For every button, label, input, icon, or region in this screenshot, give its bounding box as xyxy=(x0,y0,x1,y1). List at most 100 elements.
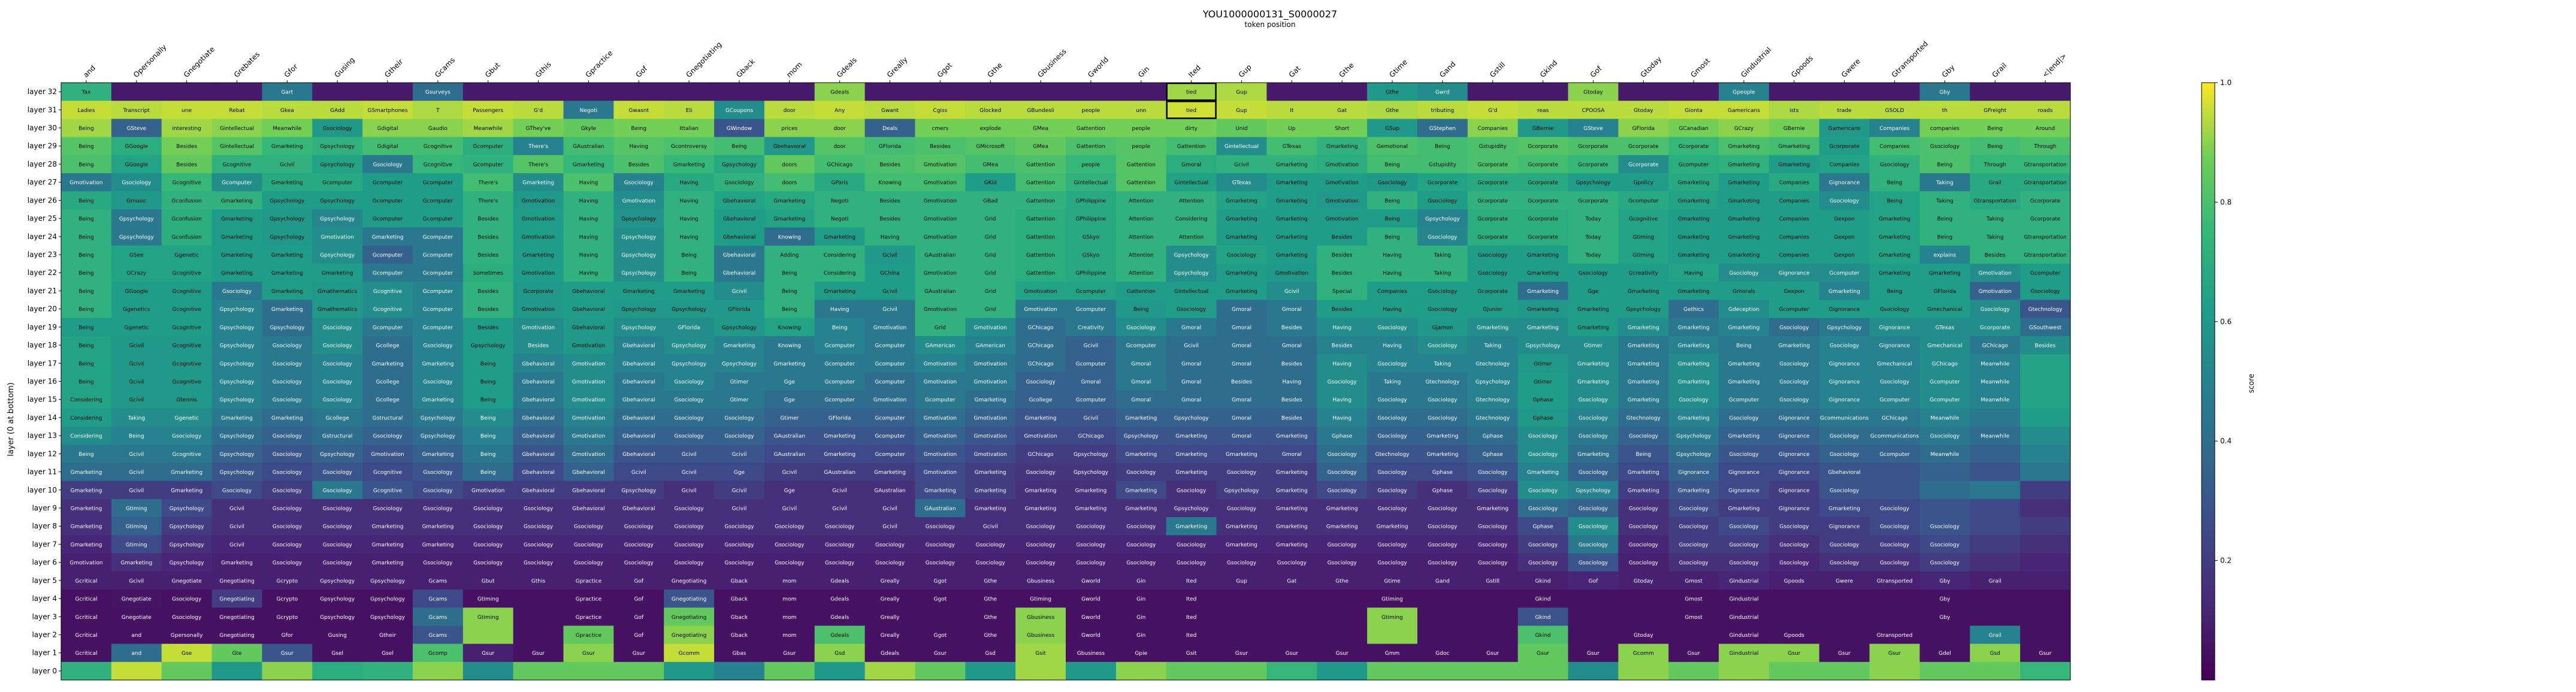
heatmap-cell xyxy=(1166,408,1217,427)
heatmap-cell xyxy=(814,372,866,391)
y-tick-label: layer 27 xyxy=(28,178,57,186)
cell-label: Gsociology xyxy=(1880,524,1910,530)
cell-label: prices xyxy=(781,126,797,132)
heatmap-cell xyxy=(764,191,815,210)
cell-label: Gcognitive xyxy=(1629,216,1658,222)
heatmap-cell xyxy=(1517,173,1568,192)
cell-label: Gcomputer xyxy=(322,180,353,186)
cell-label: Today xyxy=(1585,253,1601,259)
heatmap-cell xyxy=(1216,625,1267,645)
heatmap-cell xyxy=(362,354,413,373)
cell-label: Gsociology xyxy=(1679,397,1709,403)
heatmap-cell xyxy=(714,427,765,445)
heatmap-cell xyxy=(462,445,514,463)
heatmap-cell xyxy=(1066,589,1117,608)
cell-label: th xyxy=(1942,108,1948,114)
cell-label: Gpsychology xyxy=(621,488,657,494)
cell-label: Gmarketing xyxy=(422,452,453,458)
heatmap-cell xyxy=(111,173,162,192)
cell-label: Gcomputer xyxy=(824,379,855,385)
heatmap-cell xyxy=(61,83,112,101)
heatmap-cell xyxy=(814,535,866,554)
cell-label: Gsociology xyxy=(1377,434,1407,440)
heatmap-cell xyxy=(1970,571,2021,590)
cell-label: Gthe xyxy=(984,615,997,621)
heatmap-cell xyxy=(1618,625,1669,645)
heatmap-cell xyxy=(312,101,363,119)
heatmap-cell xyxy=(362,101,413,119)
cell-label: Gcivil xyxy=(983,524,998,530)
heatmap-cell xyxy=(664,408,715,427)
cell-label: Gwant xyxy=(881,108,899,114)
heatmap-cell xyxy=(714,372,765,391)
cell-label: Gcorporate xyxy=(1829,144,1860,150)
heatmap-cell xyxy=(915,608,966,626)
heatmap-cell xyxy=(312,498,363,518)
heatmap-cell xyxy=(1115,589,1167,608)
heatmap-cell xyxy=(664,498,715,518)
cell-label: Gthe xyxy=(1386,90,1399,96)
heatmap-cell xyxy=(1819,227,1870,246)
cell-label: Gmarketing xyxy=(1426,452,1458,458)
heatmap-cell xyxy=(61,535,112,554)
heatmap-cell xyxy=(1417,498,1468,518)
heatmap-cell xyxy=(513,571,564,590)
heatmap-cell xyxy=(161,481,213,500)
heatmap-cell xyxy=(1216,209,1267,228)
heatmap-cell xyxy=(362,282,413,301)
heatmap-cell xyxy=(714,643,765,663)
cell-label: Gsociology xyxy=(624,542,654,548)
colorbar-tick-label: 0.6 xyxy=(2220,318,2232,326)
cell-label: Meanwhile xyxy=(1930,415,1960,421)
cell-label: Taking xyxy=(127,415,145,421)
cell-label: Gsociology xyxy=(1528,506,1558,512)
heatmap-cell xyxy=(1517,608,1568,626)
heatmap-cell xyxy=(563,336,614,355)
heatmap-cell xyxy=(1216,227,1267,246)
heatmap-cell xyxy=(1819,191,1870,210)
heatmap-cell xyxy=(613,173,664,192)
cell-label: Gpsychology xyxy=(1576,488,1611,494)
cell-label: Gsociology xyxy=(1126,542,1156,548)
heatmap-cell xyxy=(1467,209,1519,228)
heatmap-cell xyxy=(262,282,313,301)
heatmap-cell xyxy=(1970,661,2021,681)
heatmap-cell xyxy=(1015,191,1066,210)
cell-label: Gpsychology xyxy=(170,542,205,548)
cell-label: Gcomputer xyxy=(423,325,453,331)
heatmap-cell xyxy=(1216,83,1267,101)
cell-label: Gmarketing xyxy=(1175,434,1207,440)
heatmap-cell xyxy=(1719,427,1770,445)
cell-label: GKid xyxy=(984,180,997,186)
heatmap-cell xyxy=(1819,173,1870,192)
heatmap-cell xyxy=(111,498,162,518)
heatmap-cell xyxy=(111,571,162,590)
heatmap-cell xyxy=(1115,661,1167,681)
heatmap-cell xyxy=(764,535,815,554)
cell-label: Gcorporate xyxy=(1477,198,1508,204)
cell-label: Gsociology xyxy=(423,470,453,476)
heatmap-cell xyxy=(965,445,1016,463)
heatmap-cell xyxy=(1166,372,1217,391)
heatmap-cell xyxy=(1618,445,1669,463)
cell-label: tributing xyxy=(1431,108,1455,114)
cell-label: Gsociology xyxy=(1227,253,1257,259)
heatmap-cell xyxy=(1266,83,1317,101)
cell-label: tied xyxy=(1186,108,1196,114)
cell-label: G'd xyxy=(1488,108,1497,114)
heatmap-cell xyxy=(211,535,262,554)
heatmap-cell xyxy=(814,264,866,282)
cell-label: Gattention xyxy=(1026,198,1055,204)
heatmap-cell xyxy=(362,209,413,228)
cell-label: Greally xyxy=(881,633,900,639)
heatmap-cell xyxy=(664,390,715,409)
heatmap-cell xyxy=(462,155,514,174)
heatmap-cell xyxy=(362,481,413,500)
cell-label: Gsociology xyxy=(1579,415,1609,421)
cell-label: Companies xyxy=(1779,253,1810,259)
cell-label: Gcorporate xyxy=(1578,144,1609,150)
cell-label: Gmarketing xyxy=(422,524,453,530)
heatmap-cell xyxy=(1216,535,1267,554)
heatmap-cell xyxy=(1819,445,1870,463)
cell-label: Besides xyxy=(477,307,498,313)
